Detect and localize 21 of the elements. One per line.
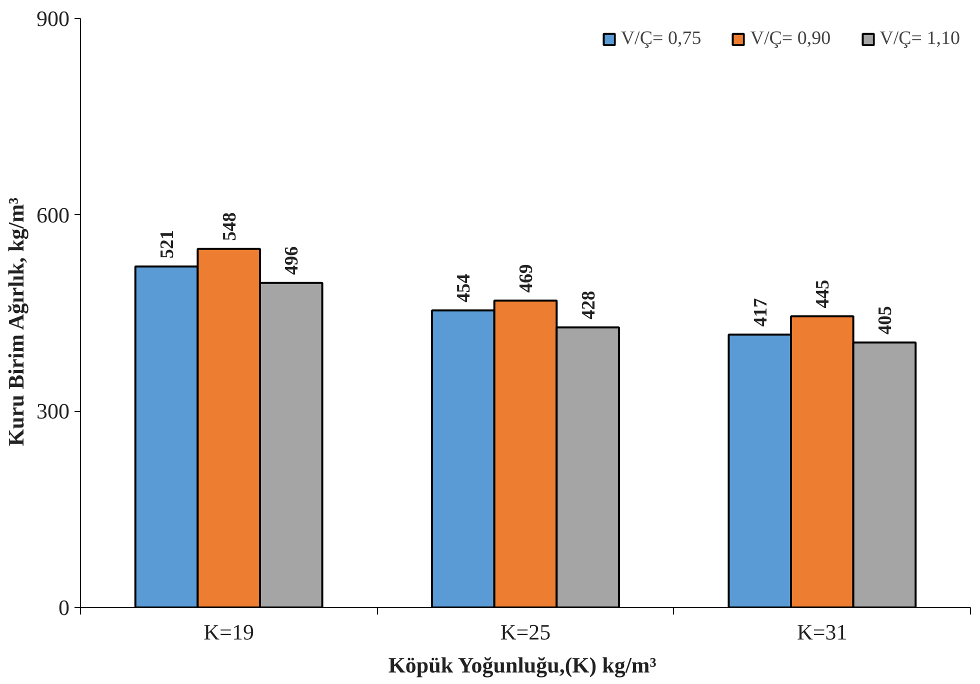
y-axis-title: Kuru Birim Ağırlık, kg/m³ bbox=[4, 197, 28, 446]
y-tick-label: 600 bbox=[36, 202, 70, 228]
x-axis-title: Köpük Yoğunluğu,(K) kg/m³ bbox=[388, 652, 657, 678]
data-label: 454 bbox=[454, 273, 475, 302]
legend-label: V/Ç= 0,90 bbox=[750, 28, 831, 50]
legend-label: V/Ç= 1,10 bbox=[880, 28, 960, 50]
data-label: 548 bbox=[219, 212, 240, 241]
x-tick-label: K=25 bbox=[500, 620, 551, 644]
data-label: 428 bbox=[578, 290, 600, 320]
data-label: 496 bbox=[282, 246, 303, 275]
data-label: 417 bbox=[750, 298, 772, 327]
x-tick-label: K=31 bbox=[797, 620, 848, 644]
y-tick-label: 900 bbox=[36, 6, 70, 31]
data-label: 469 bbox=[516, 264, 537, 293]
y-tick-label: 300 bbox=[36, 398, 70, 424]
legend-label: V/Ç= 0,75 bbox=[620, 28, 702, 50]
data-label: 521 bbox=[157, 230, 178, 259]
data-label: 445 bbox=[812, 280, 834, 308]
data-label: 405 bbox=[874, 306, 896, 334]
y-tick-label: 0 bbox=[58, 595, 70, 620]
x-tick-label: K=19 bbox=[204, 620, 254, 644]
